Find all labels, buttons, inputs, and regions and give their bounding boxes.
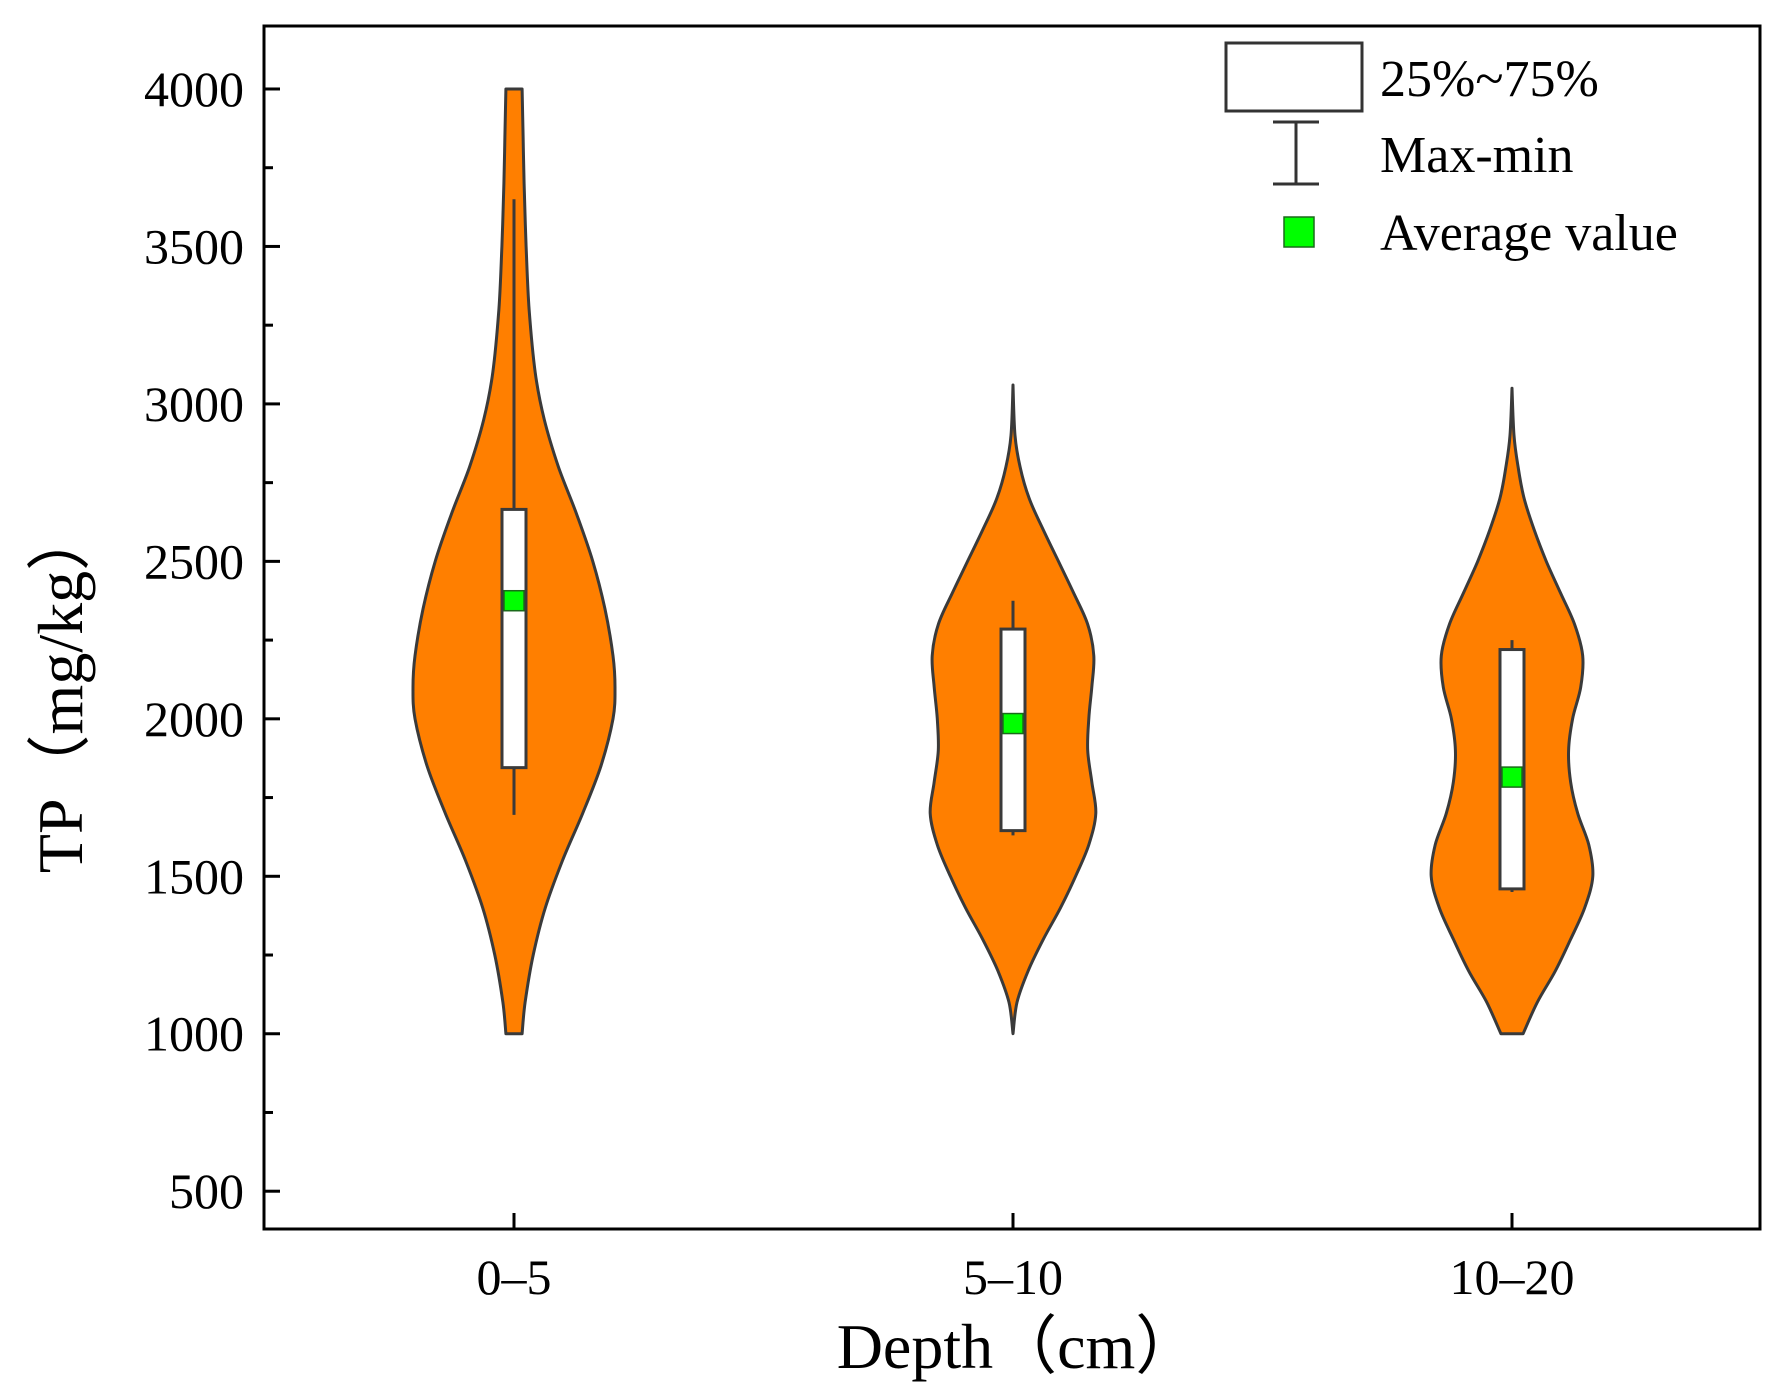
- y-tick-label-3000: 3000: [144, 376, 244, 432]
- iqr-box-1: [500, 507, 528, 770]
- y-tick-label-500: 500: [169, 1163, 244, 1219]
- legend-mean-symbol: [1283, 216, 1315, 248]
- y-axis-title: TP（mg/kg）: [25, 507, 96, 873]
- x-axis-title: Depth（cm）: [837, 1311, 1200, 1382]
- plot-area: [411, 87, 1595, 1036]
- y-tick-label-2500: 2500: [144, 533, 244, 589]
- legend-label-mean: Average value: [1380, 205, 1678, 262]
- legend-label-box: 25%~75%: [1380, 51, 1599, 108]
- x-tick-label-3: 10–20: [1450, 1249, 1575, 1305]
- legend-box-symbol: [1224, 41, 1364, 113]
- legend: 25%~75% Max-min Average value: [1224, 41, 1678, 262]
- y-tick-label-1000: 1000: [144, 1006, 244, 1062]
- y-tick-label-1500: 1500: [144, 848, 244, 904]
- y-tick-label-3500: 3500: [144, 218, 244, 274]
- x-tick-label-2: 5–10: [963, 1249, 1063, 1305]
- y-tick-label-2000: 2000: [144, 691, 244, 747]
- mean-marker-1: [503, 589, 525, 612]
- legend-label-whisker: Max-min: [1380, 127, 1574, 184]
- violin-group-3: [1429, 386, 1595, 1036]
- violin-group-2: [928, 383, 1098, 1036]
- mean-marker-2: [1002, 712, 1024, 735]
- x-tick-label-1: 0–5: [477, 1249, 552, 1305]
- y-tick-label-4000: 4000: [144, 61, 244, 117]
- mean-marker-3: [1501, 766, 1523, 788]
- violin-group-1: [411, 87, 617, 1036]
- axes: 500 1000 1500 2000 2500 3000 3500 4000 0–5 5–10 10…: [144, 24, 1762, 1305]
